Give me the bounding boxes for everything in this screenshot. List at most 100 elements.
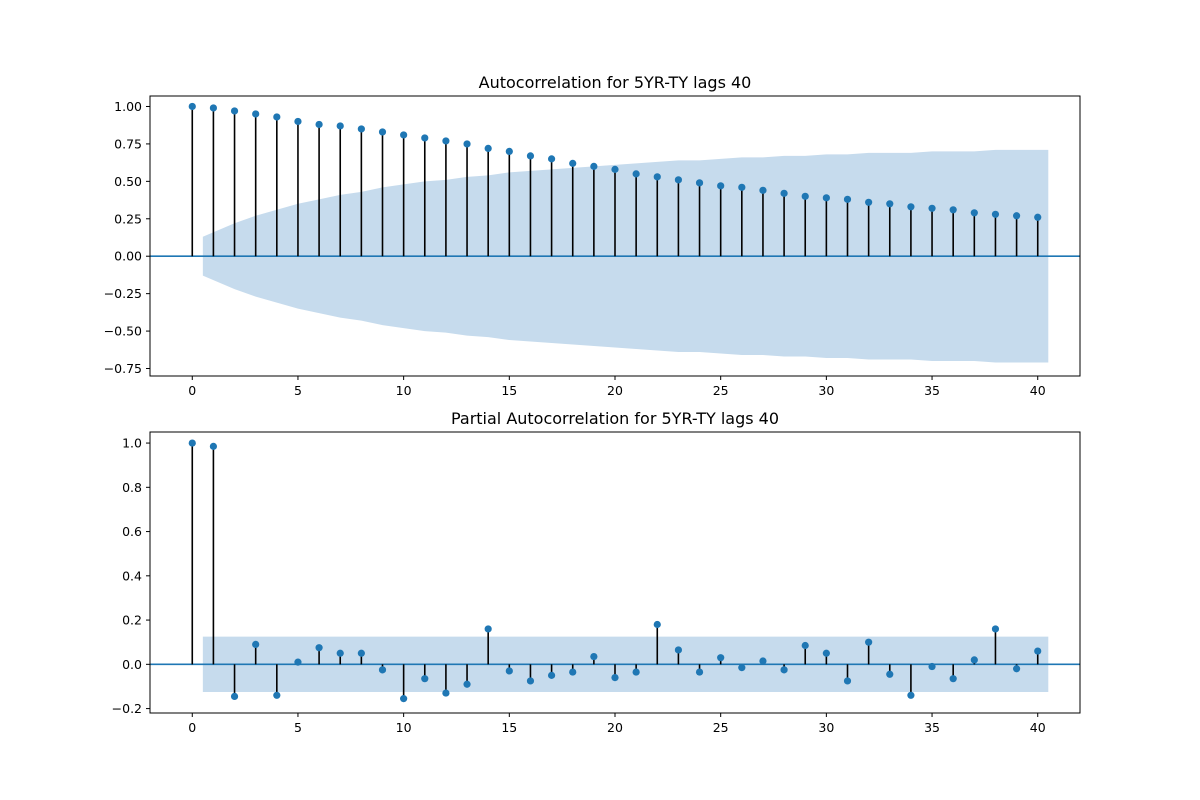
- acf-y-tick-label-2: −0.25: [104, 286, 142, 301]
- acf-x-tick-label-25: 25: [713, 383, 729, 398]
- acf-point-lag-34: [907, 203, 915, 211]
- pacf-point-lag-28: [780, 666, 788, 674]
- pacf-point-lag-37: [970, 656, 978, 664]
- acf-y-tick-label-0: −0.75: [104, 361, 142, 376]
- acf-point-lag-39: [1012, 212, 1021, 220]
- acf-point-lag-8: [357, 125, 365, 133]
- pacf-point-lag-24: [695, 668, 704, 676]
- acf-point-lag-12: [442, 137, 450, 145]
- pacf-point-lag-20: [611, 673, 619, 682]
- acf-point-lag-3: [252, 110, 260, 118]
- pacf-point-lag-11: [421, 675, 429, 683]
- pacf-point-lag-35: [928, 662, 936, 671]
- acf-point-lag-37: [970, 209, 978, 217]
- pacf-point-lag-33: [886, 670, 894, 678]
- pacf-point-lag-32: [865, 638, 873, 646]
- acf-point-lag-27: [759, 186, 767, 194]
- acf-markers: [188, 102, 1042, 221]
- pacf-point-lag-13: [463, 680, 471, 688]
- acf-y-tick-label-5: 0.50: [114, 174, 142, 189]
- acf-point-lag-13: [463, 140, 471, 148]
- pacf-x-tick-label-0: 0: [188, 720, 196, 735]
- pacf-point-lag-6: [315, 644, 323, 652]
- pacf-point-lag-25: [717, 654, 725, 662]
- acf-y-tick-label-3: 0.00: [114, 249, 142, 264]
- acf-point-lag-22: [653, 173, 661, 181]
- pacf-point-lag-38: [991, 625, 1000, 633]
- pacf-point-lag-15: [505, 667, 513, 675]
- pacf-point-lag-10: [400, 695, 408, 703]
- pacf-point-lag-40: [1034, 647, 1042, 655]
- acf-point-lag-35: [928, 204, 936, 212]
- pacf-point-lag-9: [378, 666, 387, 674]
- pacf-point-lag-4: [273, 691, 281, 699]
- pacf-x-tick-label-40: 40: [1030, 720, 1046, 735]
- pacf-point-lag-34: [907, 691, 915, 699]
- pacf-point-lag-3: [252, 640, 260, 649]
- pacf-y-tick-label-6: 1.0: [122, 436, 142, 451]
- acf-panel: Autocorrelation for 5YR-TY lags 40 0 5 10 1…: [104, 73, 1081, 398]
- acf-point-lag-29: [801, 192, 809, 200]
- pacf-x-tick-label-15: 15: [501, 720, 517, 735]
- acf-point-lag-7: [336, 122, 344, 130]
- acf-point-lag-40: [1034, 213, 1042, 221]
- acf-point-lag-24: [695, 179, 704, 187]
- acf-x-tick-label-10: 10: [396, 383, 412, 398]
- acf-point-lag-2: [230, 107, 239, 115]
- acf-stems: [191, 106, 1039, 257]
- pacf-point-lag-0: [188, 439, 196, 447]
- pacf-point-lag-8: [357, 649, 365, 657]
- acf-point-lag-25: [717, 182, 725, 190]
- acf-point-lag-11: [421, 134, 429, 142]
- pacf-x-tick-label-25: 25: [713, 720, 729, 735]
- pacf-point-lag-21: [632, 668, 640, 676]
- pacf-title: Partial Autocorrelation for 5YR-TY lags …: [451, 409, 779, 428]
- pacf-x-tick-label-35: 35: [924, 720, 940, 735]
- acf-point-lag-1: [209, 104, 218, 112]
- pacf-point-lag-19: [590, 652, 598, 661]
- acf-y-axis: −0.75 −0.50 −0.25 0.00 0.25 0.50 0.75 1.00: [104, 99, 150, 376]
- pacf-y-tick-label-5: 0.8: [122, 480, 142, 495]
- acf-point-lag-20: [611, 165, 619, 173]
- pacf-x-tick-label-20: 20: [607, 720, 623, 735]
- acf-point-lag-18: [569, 159, 577, 167]
- pacf-point-lag-17: [547, 671, 556, 679]
- pacf-plot-frame: [149, 431, 1081, 714]
- acf-x-tick-label-20: 20: [607, 383, 623, 398]
- acf-point-lag-6: [315, 120, 323, 129]
- pacf-point-lag-7: [336, 649, 344, 657]
- acf-x-axis: 0 5 10 15 20 25 30 35 40: [188, 376, 1046, 398]
- acf-point-lag-33: [886, 200, 894, 208]
- pacf-y-axis: −0.2 0.0 0.2 0.4 0.6 0.8 1.0: [112, 436, 150, 716]
- pacf-panel: Partial Autocorrelation for 5YR-TY lags …: [112, 409, 1081, 735]
- acf-point-lag-14: [484, 144, 492, 153]
- acf-point-lag-19: [590, 162, 598, 170]
- pacf-point-lag-18: [569, 668, 577, 676]
- pacf-point-lag-1: [209, 442, 218, 450]
- acf-y-tick-label-1: −0.50: [104, 324, 142, 339]
- acf-point-lag-4: [273, 113, 281, 121]
- pacf-point-lag-23: [674, 646, 683, 654]
- acf-point-lag-28: [780, 189, 788, 197]
- pacf-x-tick-label-5: 5: [294, 720, 302, 735]
- acf-x-tick-label-30: 30: [818, 383, 834, 398]
- acf-point-lag-5: [294, 117, 302, 126]
- acf-y-tick-label-4: 0.25: [114, 211, 142, 226]
- pacf-y-tick-label-2: 0.2: [122, 613, 142, 628]
- pacf-x-tick-label-10: 10: [396, 720, 412, 735]
- acf-point-lag-32: [865, 198, 873, 206]
- acf-y-tick-label-6: 0.75: [114, 136, 142, 151]
- acf-plot-frame: [149, 95, 1081, 377]
- pacf-y-tick-label-1: 0.0: [122, 657, 142, 672]
- pacf-point-lag-27: [759, 657, 767, 665]
- pacf-y-tick-label-3: 0.4: [122, 568, 142, 583]
- pacf-point-lag-31: [843, 677, 852, 685]
- pacf-point-lag-29: [801, 641, 809, 650]
- pacf-markers: [188, 439, 1042, 703]
- pacf-x-axis: 0 5 10 15 20 25 30 35 40: [188, 713, 1046, 735]
- acf-point-lag-30: [822, 194, 830, 202]
- pacf-point-lag-39: [1012, 665, 1021, 673]
- acf-x-tick-label-35: 35: [924, 383, 940, 398]
- acf-x-tick-label-0: 0: [188, 383, 196, 398]
- acf-point-lag-16: [526, 152, 535, 160]
